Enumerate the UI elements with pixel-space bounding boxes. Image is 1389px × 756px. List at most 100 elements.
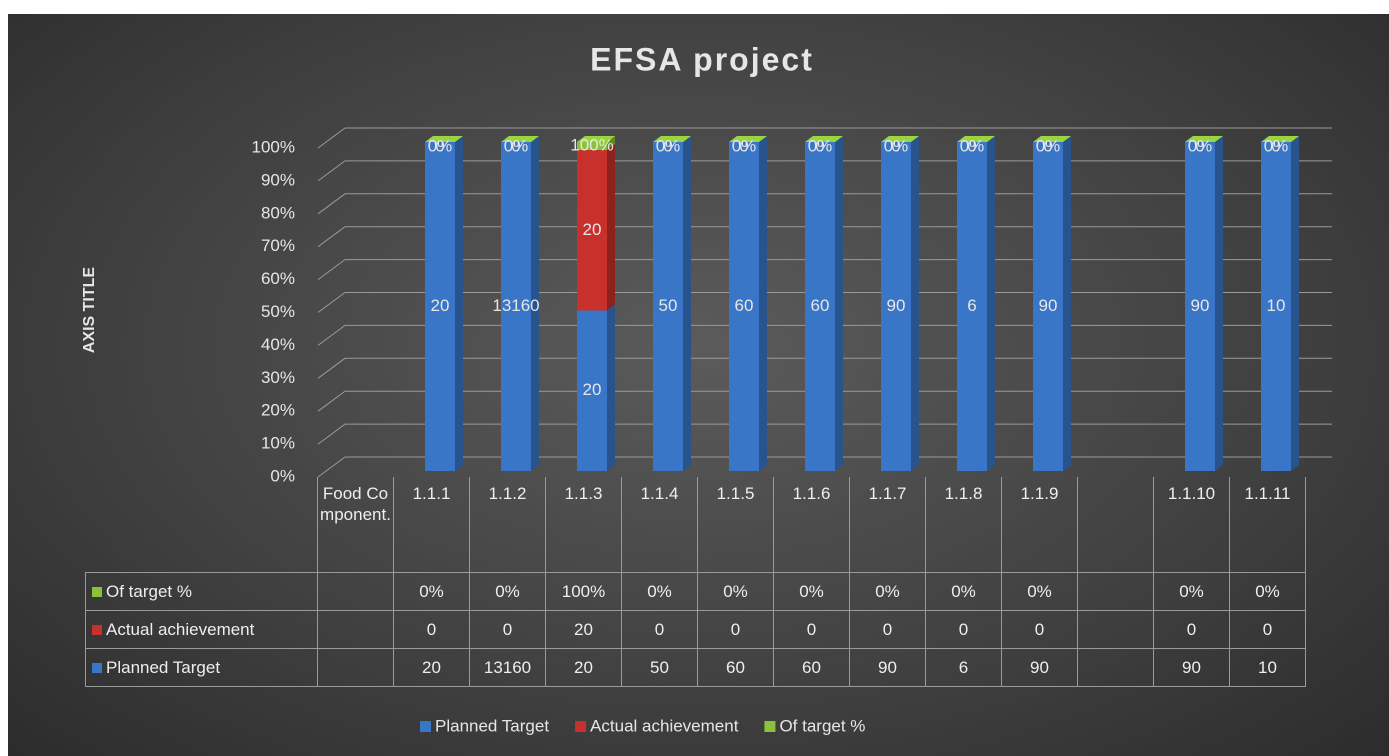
data-label: 60 — [735, 296, 754, 315]
data-label: 90 — [887, 296, 906, 315]
table-value: 90 — [1153, 648, 1230, 687]
data-label: 0 — [815, 136, 824, 155]
bar-segment — [881, 136, 919, 471]
table-value: 20 — [393, 648, 470, 687]
category-cell: 1.1.8 — [925, 477, 1002, 573]
table-value: 0% — [1001, 572, 1078, 611]
y-tick-label: 80% — [261, 203, 295, 222]
bar-face — [1063, 136, 1071, 471]
table-value: 20 — [545, 648, 622, 687]
y-tick-label: 40% — [261, 335, 295, 354]
data-label: 20 — [583, 380, 602, 399]
bar-face — [957, 142, 987, 471]
grid-line — [317, 357, 1332, 379]
bar-face — [759, 136, 767, 471]
table-value: 0% — [849, 572, 926, 611]
legend-swatch — [92, 624, 102, 635]
table-value: 10 — [1229, 648, 1306, 687]
data-label: 6 — [967, 296, 976, 315]
bar-face — [911, 136, 919, 471]
data-label: 0 — [1043, 136, 1052, 155]
row-label: Of target % — [106, 581, 192, 601]
table-value — [1077, 610, 1154, 649]
bar-face — [425, 136, 463, 142]
table-value: 0% — [1153, 572, 1230, 611]
y-tick-label: 30% — [261, 368, 295, 387]
bar-face — [1033, 142, 1063, 471]
category-cell: 1.1.10 — [1153, 477, 1230, 573]
data-label: 90 — [1039, 296, 1058, 315]
bar-segment — [501, 136, 539, 471]
data-label: 0% — [428, 136, 453, 155]
category-cell: 1.1.6 — [773, 477, 850, 573]
bar-face — [957, 136, 995, 142]
bar-face — [653, 136, 691, 142]
data-label: 0% — [1188, 136, 1213, 155]
data-label: 0% — [656, 136, 681, 155]
row-header: Actual achievement — [85, 610, 318, 649]
legend-swatch — [575, 721, 587, 732]
table-value: 0 — [773, 610, 850, 649]
category-cell: 1.1.3 — [545, 477, 622, 573]
data-label: 13160 — [492, 296, 539, 315]
y-tick-label: 10% — [261, 434, 295, 453]
bar-segment — [729, 136, 767, 471]
grid-line — [317, 423, 1332, 445]
bar-segment — [653, 136, 691, 142]
row-header: Of target % — [85, 572, 318, 611]
table-value: 0 — [621, 610, 698, 649]
data-label: 0 — [663, 136, 672, 155]
table-value: 0% — [697, 572, 774, 611]
grid-line — [317, 226, 1332, 248]
y-tick-label: 0% — [270, 466, 295, 485]
chart-title: EFSA project — [590, 41, 814, 77]
bar-segment — [1261, 136, 1299, 142]
table-value — [1077, 572, 1154, 611]
category-cell — [1077, 477, 1154, 573]
bar-segment — [425, 136, 463, 471]
category-cell: 1.1.2 — [469, 477, 546, 573]
axis-title: AXIS TITLE — [81, 267, 98, 354]
table-value: 0 — [849, 610, 926, 649]
data-label: 0 — [435, 136, 444, 155]
bar-segment — [577, 136, 615, 151]
data-label: 90 — [1191, 296, 1210, 315]
table-value: 0% — [621, 572, 698, 611]
table-value: 90 — [1001, 648, 1078, 687]
bar-face — [501, 136, 539, 142]
grid-line — [317, 127, 1332, 149]
table-value: 50 — [621, 648, 698, 687]
bar-segment — [805, 136, 843, 471]
bar-face — [607, 136, 615, 151]
y-tick-label: 70% — [261, 236, 295, 255]
data-label: 100% — [570, 135, 613, 154]
category-cell: 1.1.11 — [1229, 477, 1306, 573]
table-value: 20 — [545, 610, 622, 649]
data-label: 50 — [659, 296, 678, 315]
bar-face — [531, 136, 539, 471]
bar-face — [1261, 136, 1299, 142]
table-value: 0% — [773, 572, 850, 611]
bar-face — [425, 142, 455, 471]
legend-label: Planned Target — [435, 716, 549, 735]
grid-line — [317, 390, 1332, 412]
bar-segment — [1261, 136, 1299, 471]
table-value: 0 — [469, 610, 546, 649]
grid-line — [317, 259, 1332, 281]
data-label: 0% — [1264, 136, 1289, 155]
row-label: Actual achievement — [106, 619, 255, 639]
grid-line — [317, 456, 1332, 478]
bar-face — [881, 142, 911, 471]
chart-background — [8, 14, 1389, 756]
table-value — [317, 610, 394, 649]
row-label: Planned Target — [106, 657, 221, 677]
bar-face — [987, 136, 995, 471]
table-value: 0 — [1001, 610, 1078, 649]
table-value: 6 — [925, 648, 1002, 687]
bar-face — [1261, 142, 1291, 471]
bar-face — [577, 310, 607, 471]
grid-line — [317, 193, 1332, 215]
bar-segment — [425, 136, 463, 142]
category-cell: 1.1.4 — [621, 477, 698, 573]
